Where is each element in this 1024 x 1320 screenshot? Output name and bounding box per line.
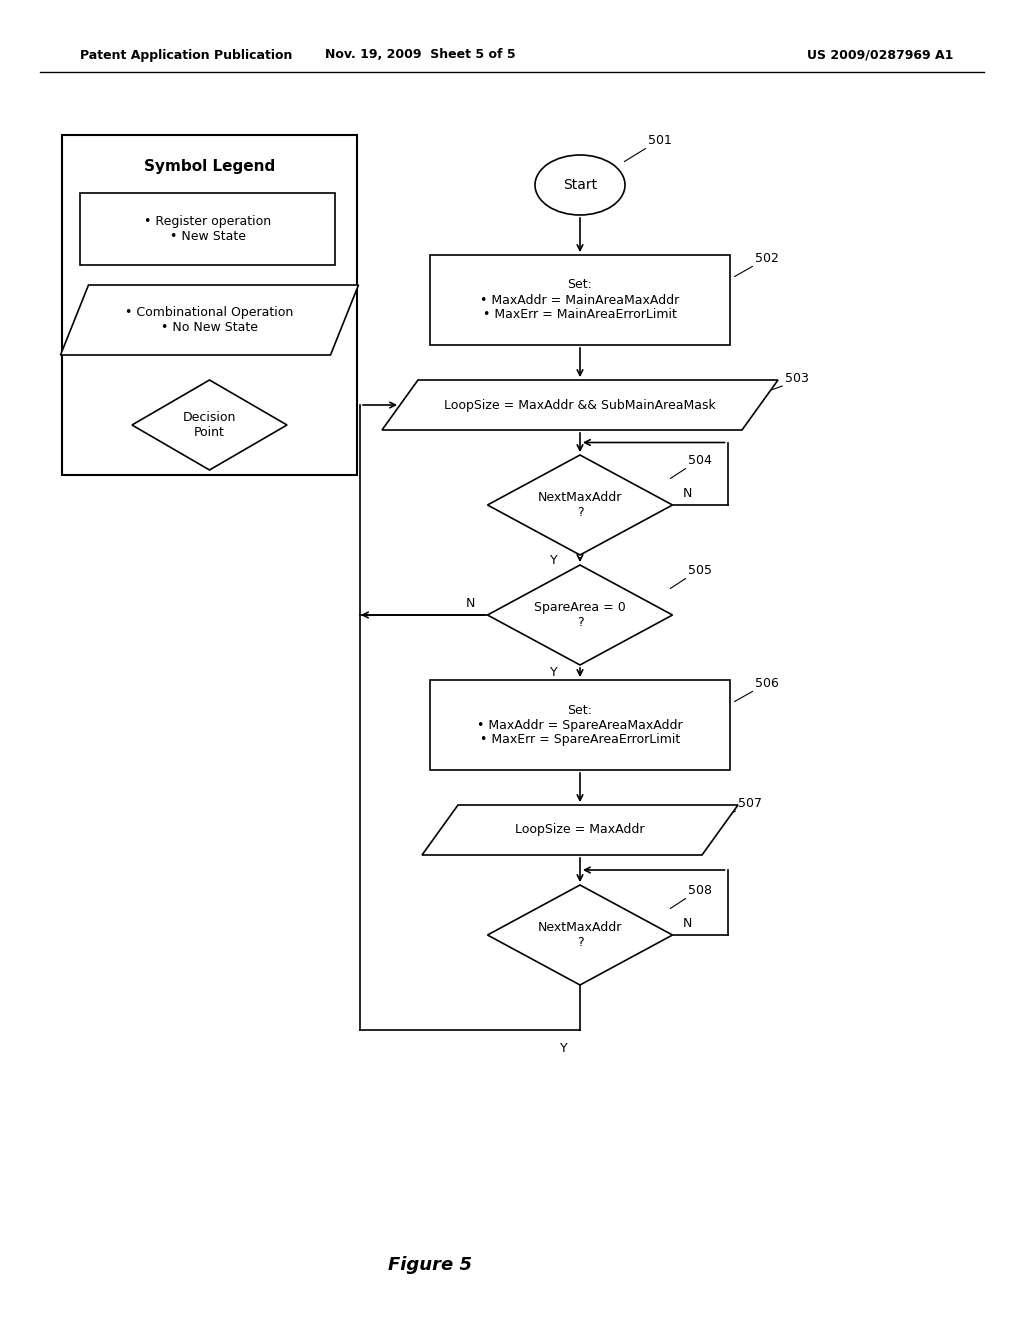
Text: 502: 502 [755,252,779,265]
Text: Patent Application Publication: Patent Application Publication [80,49,293,62]
Text: 508: 508 [688,884,712,898]
Text: Nov. 19, 2009  Sheet 5 of 5: Nov. 19, 2009 Sheet 5 of 5 [325,49,515,62]
Text: Decision
Point: Decision Point [183,411,237,440]
Text: N: N [466,597,475,610]
Polygon shape [422,805,738,855]
Ellipse shape [535,154,625,215]
Text: Set:
• MaxAddr = SpareAreaMaxAddr
• MaxErr = SpareAreaErrorLimit: Set: • MaxAddr = SpareAreaMaxAddr • MaxE… [477,704,683,747]
Bar [430,255,730,345]
Text: Y: Y [550,667,558,678]
Text: N: N [683,917,692,931]
Text: NextMaxAddr
?: NextMaxAddr ? [538,921,623,949]
Bar [62,135,357,475]
Text: • Register operation
• New State: • Register operation • New State [144,215,271,243]
Text: N: N [683,487,692,500]
Text: 503: 503 [785,372,809,385]
Text: Start: Start [563,178,597,191]
Text: 506: 506 [755,677,779,690]
Text: 507: 507 [738,797,762,810]
Text: 504: 504 [688,454,712,467]
Text: LoopSize = MaxAddr: LoopSize = MaxAddr [515,824,645,837]
Polygon shape [60,285,358,355]
Polygon shape [487,565,673,665]
Bar [430,680,730,770]
Text: Y: Y [560,1041,568,1055]
Polygon shape [132,380,287,470]
Bar [80,193,335,265]
Text: Symbol Legend: Symbol Legend [144,160,275,174]
Text: LoopSize = MaxAddr && SubMainAreaMask: LoopSize = MaxAddr && SubMainAreaMask [444,399,716,412]
Text: US 2009/0287969 A1: US 2009/0287969 A1 [807,49,953,62]
Text: Figure 5: Figure 5 [388,1257,472,1274]
Text: 505: 505 [688,564,712,577]
Polygon shape [382,380,778,430]
Text: Y: Y [550,553,558,566]
Text: 501: 501 [648,135,672,147]
Text: SpareArea = 0
?: SpareArea = 0 ? [535,601,626,630]
Polygon shape [487,884,673,985]
Text: Set:
• MaxAddr = MainAreaMaxAddr
• MaxErr = MainAreaErrorLimit: Set: • MaxAddr = MainAreaMaxAddr • MaxEr… [480,279,680,322]
Text: NextMaxAddr
?: NextMaxAddr ? [538,491,623,519]
Polygon shape [487,455,673,554]
Text: • Combinational Operation
• No New State: • Combinational Operation • No New State [125,306,294,334]
